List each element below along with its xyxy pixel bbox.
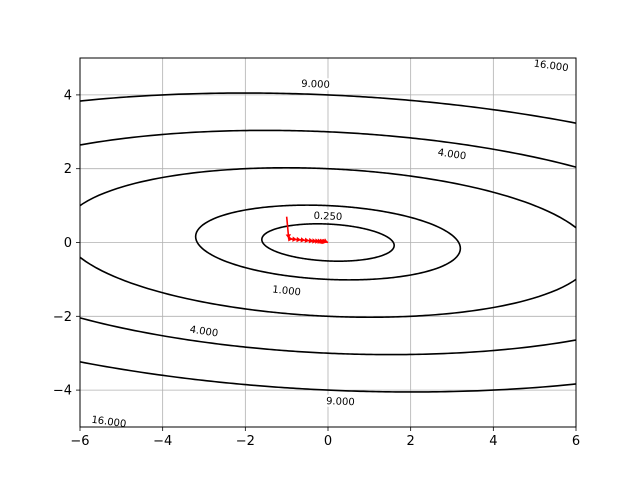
x-tick-label: 2: [407, 434, 415, 449]
path-arrowhead: [288, 236, 293, 242]
path-arrowhead: [322, 238, 328, 244]
contour-lines: [80, 92, 576, 393]
path-arrowhead: [308, 237, 314, 244]
contour-label: 4.000: [189, 325, 219, 340]
contour-label-bg: [297, 77, 334, 91]
contour-label: 0.250: [313, 211, 342, 223]
y-tick-label: −2: [53, 310, 72, 325]
path-arrowhead: [296, 236, 302, 243]
contour-labels: 0.250 1.000 4.000 4.000 9.000 9.000 16.000 16.0…: [87, 56, 573, 431]
contour-label: 16.000: [533, 59, 569, 75]
path-arrowhead: [312, 238, 317, 244]
x-tick-label: −4: [153, 434, 172, 449]
path-arrowhead: [315, 238, 320, 244]
contour-label: 4.000: [437, 147, 467, 162]
x-tick-label: 6: [572, 434, 580, 449]
y-axis-ticks: −4 −2 0 2 4: [53, 88, 80, 399]
contour-line: [261, 223, 395, 262]
descent-path: [285, 216, 329, 245]
contour-label: 9.000: [301, 79, 330, 91]
contour-line: [194, 204, 462, 281]
contour-line: [80, 166, 576, 319]
contour-label-bg: [322, 394, 359, 408]
x-tick-label: −6: [70, 434, 89, 449]
path-arrowhead: [304, 237, 310, 243]
contour-label-bg: [185, 322, 223, 340]
contour-label-bg: [529, 56, 573, 75]
contour-line: [80, 92, 576, 393]
y-tick-label: 0: [64, 236, 72, 251]
y-tick-label: 2: [64, 162, 72, 177]
path-arrowhead: [292, 236, 297, 242]
x-tick-label: 0: [324, 434, 332, 449]
contour-label-bg: [310, 209, 346, 223]
path-arrowhead: [300, 237, 306, 243]
contour-label: 9.000: [326, 396, 355, 408]
x-axis-ticks: −6 −4 −2 0 2 4 6: [70, 427, 580, 449]
y-tick-label: −4: [53, 384, 72, 399]
contour-label: 1.000: [272, 284, 302, 298]
contour-line: [80, 129, 576, 356]
x-tick-label: −2: [236, 434, 255, 449]
contour-label-bg: [433, 145, 471, 163]
contour-label: 16.000: [91, 415, 127, 431]
contour-label-bg: [268, 282, 305, 299]
path-arrowhead: [285, 234, 292, 239]
y-tick-label: 4: [64, 88, 72, 103]
contour-label-bg: [87, 412, 131, 431]
x-tick-label: 4: [489, 434, 497, 449]
